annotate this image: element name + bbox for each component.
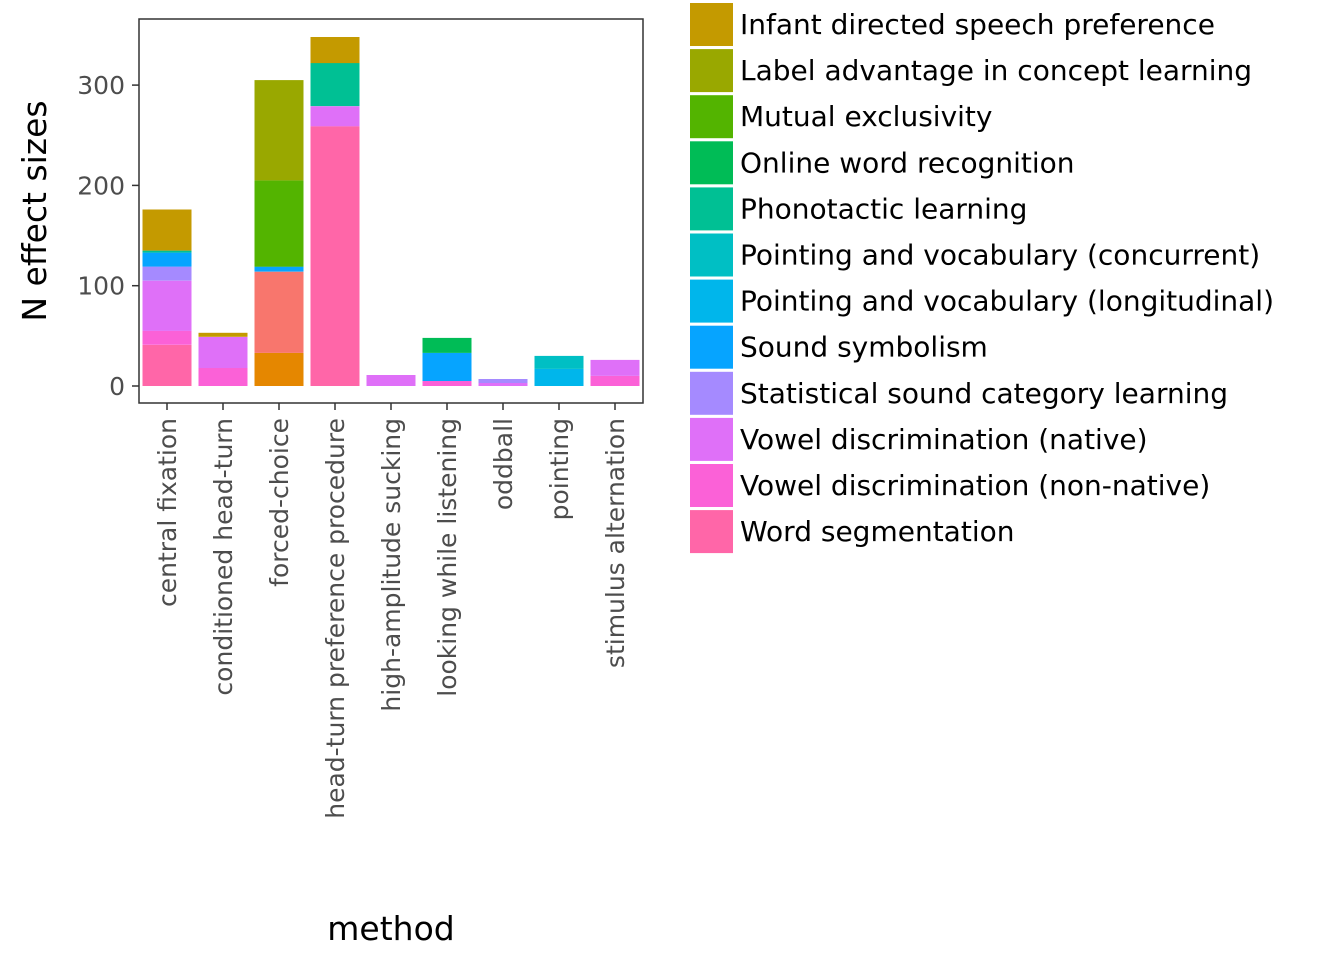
bar-segment <box>142 266 192 281</box>
bar-segment <box>142 209 192 251</box>
legend-key <box>690 279 733 323</box>
legend-label: Word segmentation <box>740 515 1014 548</box>
legend-key <box>690 371 733 415</box>
bar-segment <box>198 336 248 368</box>
legend-key <box>690 417 733 461</box>
legend-key <box>690 325 733 369</box>
x-axis-title: method <box>327 909 454 948</box>
bar-segment <box>142 250 192 253</box>
y-tick-label: 0 <box>109 372 125 401</box>
x-tick-label: conditioned head-turn <box>209 418 238 696</box>
x-tick-label: oddball <box>489 418 518 510</box>
bar-segment <box>254 271 304 353</box>
x-tick-label: looking while listening <box>433 418 462 697</box>
bar-segment <box>590 359 640 376</box>
x-tick-label: pointing <box>545 418 574 520</box>
x-axis: central fixation conditioned head-turn for… <box>153 403 630 819</box>
y-axis-title: N effect sizes <box>15 100 54 321</box>
bar-segment <box>198 367 248 386</box>
legend-key <box>690 187 733 231</box>
x-tick-label: high-amplitude sucking <box>377 418 406 712</box>
bar-layer <box>142 37 640 386</box>
legend-key <box>690 141 733 185</box>
legend-key <box>690 464 733 507</box>
bar-segment <box>366 375 416 386</box>
y-axis: 0 100 200 300 <box>77 71 139 401</box>
bar-segment <box>534 355 584 369</box>
bar-segment <box>254 80 304 181</box>
bar-segment <box>478 383 528 386</box>
legend-label: Pointing and vocabulary (longitudinal) <box>740 285 1274 318</box>
x-tick-label: head-turn preference procedure <box>321 418 350 819</box>
legend-key <box>690 49 733 93</box>
bar-segment <box>310 63 360 107</box>
legend-key <box>690 3 733 46</box>
legend-label: Sound symbolism <box>740 331 988 364</box>
legend-label: Phonotactic learning <box>740 192 1027 225</box>
legend-label: Label advantage in concept learning <box>740 54 1252 87</box>
x-tick-label: central fixation <box>153 418 182 607</box>
legend-label: Pointing and vocabulary (concurrent) <box>740 239 1260 272</box>
bar-segment <box>590 376 640 386</box>
y-tick-label: 200 <box>77 171 125 200</box>
legend: Infant directed speech preference Label a… <box>690 3 1274 554</box>
bar-segment <box>254 266 304 272</box>
legend-label: Vowel discrimination (native) <box>740 423 1148 456</box>
y-tick-label: 100 <box>77 272 125 301</box>
bar-segment <box>142 252 192 267</box>
bar-segment <box>422 337 472 353</box>
bar-segment <box>142 330 192 345</box>
legend-label: Infant directed speech preference <box>740 8 1215 41</box>
legend-label: Vowel discrimination (non-native) <box>740 469 1210 502</box>
legend-label: Statistical sound category learning <box>740 377 1228 410</box>
legend-label: Online word recognition <box>740 146 1075 179</box>
bar-segment <box>142 344 192 386</box>
legend-label: Mutual exclusivity <box>740 100 992 133</box>
legend-key <box>690 510 733 554</box>
bar-segment <box>254 352 304 386</box>
bar-segment <box>254 180 304 267</box>
bar-segment <box>478 379 528 383</box>
legend-key <box>690 95 733 139</box>
bar-segment <box>422 381 472 386</box>
x-tick-label: forced-choice <box>265 418 294 587</box>
bar-segment <box>142 280 192 331</box>
bar-segment <box>310 106 360 127</box>
bar-segment <box>310 126 360 386</box>
x-tick-label: stimulus alternation <box>601 418 630 668</box>
bar-segment <box>198 332 248 337</box>
bar-segment <box>422 352 472 381</box>
legend-key <box>690 233 733 277</box>
y-tick-label: 300 <box>77 71 125 100</box>
bar-segment <box>534 368 584 386</box>
bar-segment <box>310 37 360 64</box>
